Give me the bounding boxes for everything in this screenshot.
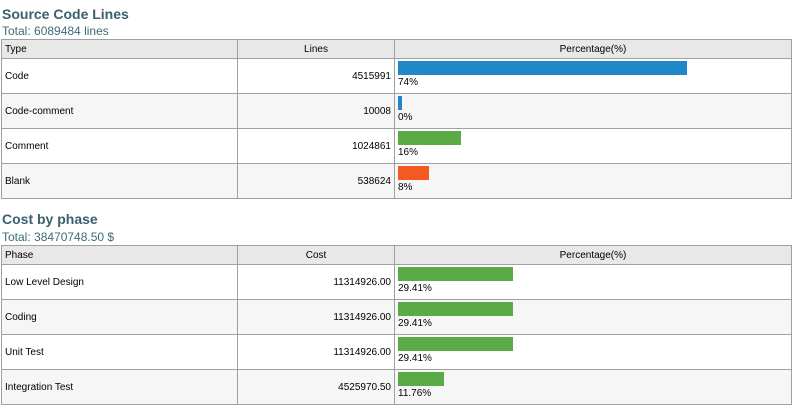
row-value: 4525970.50: [237, 369, 395, 405]
percentage-bar: [398, 267, 513, 281]
row-value: 538624: [237, 163, 395, 199]
table-row: Low Level Design 11314926.00 29.41%: [1, 264, 792, 300]
column-header-percentage: Percentage(%): [394, 39, 792, 59]
cost-table: Phase Cost Percentage(%) Low Level Desig…: [1, 245, 792, 405]
table-row: Unit Test 11314926.00 29.41%: [1, 334, 792, 370]
table-row: Code-comment 10008 0%: [1, 93, 792, 129]
percentage-label: 11.76%: [398, 388, 432, 399]
row-label: Unit Test: [1, 334, 238, 370]
row-value: 11314926.00: [237, 264, 395, 300]
cost-table-header: Phase Cost Percentage(%): [1, 245, 792, 265]
percentage-bar: [398, 131, 461, 145]
percentage-bar: [398, 302, 513, 316]
row-label: Low Level Design: [1, 264, 238, 300]
percentage-cell: 29.41%: [394, 334, 792, 370]
column-header-phase: Phase: [1, 245, 238, 265]
percentage-cell: 11.76%: [394, 369, 792, 405]
row-label: Code-comment: [1, 93, 238, 129]
row-label: Coding: [1, 299, 238, 335]
lines-table: Type Lines Percentage(%) Code 4515991 74% C…: [1, 39, 792, 199]
lines-section-title: Source Code Lines: [2, 6, 129, 22]
table-row: Blank 538624 8%: [1, 163, 792, 199]
column-header-percentage: Percentage(%): [394, 245, 792, 265]
percentage-label: 0%: [398, 112, 413, 123]
percentage-cell: 16%: [394, 128, 792, 164]
column-header-cost: Cost: [237, 245, 395, 265]
percentage-cell: 29.41%: [394, 299, 792, 335]
column-header-type: Type: [1, 39, 238, 59]
row-value: 1024861: [237, 128, 395, 164]
percentage-label: 16%: [398, 147, 419, 158]
row-label: Integration Test: [1, 369, 238, 405]
percentage-label: 29.41%: [398, 353, 432, 364]
row-label: Comment: [1, 128, 238, 164]
table-row: Integration Test 4525970.50 11.76%: [1, 369, 792, 405]
row-label: Blank: [1, 163, 238, 199]
lines-table-header: Type Lines Percentage(%): [1, 39, 792, 59]
table-row: Coding 11314926.00 29.41%: [1, 299, 792, 335]
percentage-cell: 74%: [394, 58, 792, 94]
percentage-label: 8%: [398, 182, 413, 193]
row-value: 11314926.00: [237, 334, 395, 370]
lines-total: Total: 6089484 lines: [2, 24, 109, 38]
percentage-bar: [398, 337, 513, 351]
percentage-bar: [398, 372, 444, 386]
cost-total: Total: 38470748.50 $: [2, 230, 115, 244]
percentage-cell: 29.41%: [394, 264, 792, 300]
percentage-cell: 8%: [394, 163, 792, 199]
row-label: Code: [1, 58, 238, 94]
percentage-bar: [398, 166, 429, 180]
column-header-lines: Lines: [237, 39, 395, 59]
table-row: Comment 1024861 16%: [1, 128, 792, 164]
cost-section-title: Cost by phase: [2, 211, 98, 227]
percentage-label: 29.41%: [398, 318, 432, 329]
percentage-cell: 0%: [394, 93, 792, 129]
row-value: 11314926.00: [237, 299, 395, 335]
percentage-label: 29.41%: [398, 283, 432, 294]
percentage-bar: [398, 61, 687, 75]
percentage-bar: [398, 96, 402, 110]
percentage-label: 74%: [398, 77, 419, 88]
row-value: 10008: [237, 93, 395, 129]
table-row: Code 4515991 74%: [1, 58, 792, 94]
row-value: 4515991: [237, 58, 395, 94]
